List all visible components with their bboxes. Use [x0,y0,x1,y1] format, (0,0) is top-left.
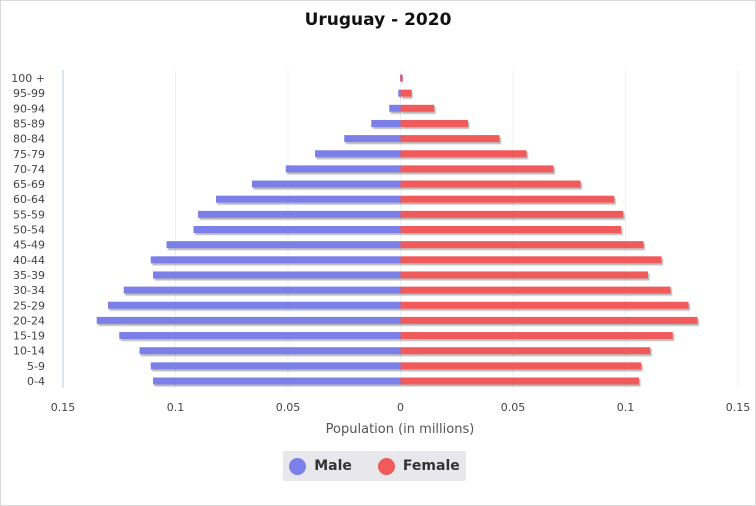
bar-female-40-44[interactable] [400,256,662,264]
bar-male-40-44[interactable] [150,256,401,264]
legend: Male Female [283,451,466,481]
age-group-label: 30-34 [13,284,45,297]
female-legend-marker [377,457,395,475]
bar-female-100[interactable] [400,74,403,82]
age-group-label: 15-19 [13,330,45,343]
age-group-label: 75-79 [13,148,45,161]
legend-item-female[interactable]: Female [377,457,460,475]
bar-female-65-69[interactable] [400,180,581,188]
bar-male-20-24[interactable] [96,316,401,324]
age-group-label: 20-24 [13,314,45,327]
x-tick-label: 0.15 [51,401,76,414]
bar-male-95-99[interactable] [398,89,401,97]
age-group-label: 60-64 [13,193,45,206]
bar-female-55-59[interactable] [400,210,624,218]
bar-female-60-64[interactable] [400,195,615,203]
bar-female-20-24[interactable] [400,316,698,324]
age-group-label: 10-14 [13,345,45,358]
bar-male-60-64[interactable] [216,195,401,203]
x-tick-labels: 0.15 0.1 0.05 0 0.05 0.1 0.15 [51,401,751,414]
bar-male-25-29[interactable] [108,301,401,309]
chart-title: Uruguay - 2020 [304,10,452,30]
bar-male-55-59[interactable] [198,210,401,218]
bar-female-0-4[interactable] [400,377,640,385]
bar-male-85-89[interactable] [371,119,401,127]
age-group-label: 0-4 [27,375,45,388]
age-group-label: 25-29 [13,299,45,312]
age-group-label: 35-39 [13,269,45,282]
age-group-label: 80-84 [13,133,45,146]
bar-female-45-49[interactable] [400,241,644,249]
bar-female-15-19[interactable] [400,332,673,340]
age-group-label: 70-74 [13,163,45,176]
age-group-label: 55-59 [13,208,45,221]
age-group-label: 85-89 [13,117,45,130]
bar-male-0-4[interactable] [153,377,401,385]
legend-label-female: Female [402,458,460,474]
bar-female-80-84[interactable] [400,135,500,143]
age-group-label: 65-69 [13,178,45,191]
legend-item-male[interactable]: Male [289,457,352,475]
legend-label-male: Male [314,458,352,474]
x-tick-label: 0 [397,401,404,414]
bar-male-50-54[interactable] [193,226,401,233]
bar-female-75-79[interactable] [400,150,527,158]
bar-male-35-39[interactable] [153,271,401,279]
x-axis-label: Population (in millions) [326,422,475,437]
bar-male-45-49[interactable] [166,241,401,249]
bar-female-50-54[interactable] [400,226,622,233]
bar-female-70-74[interactable] [400,165,554,173]
bar-female-90-94[interactable] [400,104,435,112]
bar-female-35-39[interactable] [400,271,649,279]
age-group-label: 90-94 [13,102,45,115]
age-group-label: 45-49 [13,239,45,252]
bar-female-10-14[interactable] [400,347,651,355]
age-group-label: 95-99 [13,87,45,100]
x-tick-label: 0.1 [617,401,635,414]
bars-layer [96,74,698,385]
bar-male-100[interactable] [400,74,401,82]
bar-male-90-94[interactable] [389,104,401,112]
bar-male-5-9[interactable] [150,362,401,370]
x-tick-label: 0.05 [501,401,526,414]
bar-male-15-19[interactable] [119,332,401,340]
bar-male-65-69[interactable] [252,180,401,188]
age-group-label: 40-44 [13,254,45,267]
age-group-label: 50-54 [13,224,45,237]
bar-male-80-84[interactable] [344,135,401,143]
bar-female-25-29[interactable] [400,301,689,309]
bar-female-85-89[interactable] [400,119,469,127]
x-tick-label: 0.1 [167,401,185,414]
age-group-label: 5-9 [27,360,45,373]
bar-female-30-34[interactable] [400,286,671,294]
bar-female-5-9[interactable] [400,362,642,370]
bar-male-75-79[interactable] [315,150,401,158]
age-group-label: 100 + [11,72,45,85]
bar-male-70-74[interactable] [285,165,401,173]
bar-male-30-34[interactable] [123,286,401,294]
bar-female-95-99[interactable] [400,89,412,97]
male-legend-marker [289,457,307,475]
x-tick-label: 0.15 [726,401,751,414]
x-tick-label: 0.05 [276,401,301,414]
bar-male-10-14[interactable] [139,347,401,355]
age-group-labels: 0-4 5-9 10-14 15-19 20-24 25-29 30-34 35-39 40-4… [11,72,45,388]
